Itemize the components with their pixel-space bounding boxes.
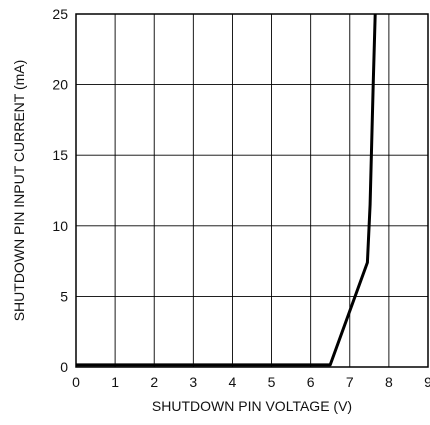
- series-group: [76, 13, 377, 367]
- x-tick-label: 2: [150, 374, 158, 390]
- y-axis-label: SHUTDOWN PIN INPUT CURRENT (mA): [11, 60, 27, 322]
- y-tick-label: 5: [60, 288, 68, 304]
- x-tick-label: 6: [307, 374, 315, 390]
- y-tick-label: 25: [52, 6, 68, 22]
- x-tick-label: 3: [189, 374, 197, 390]
- plot-frame: [75, 13, 429, 368]
- series-line: [76, 13, 377, 367]
- x-tick-label: 0: [72, 374, 80, 390]
- x-tick-label: 1: [111, 374, 119, 390]
- x-tick-label: 8: [385, 374, 393, 390]
- x-tick-label: 5: [268, 374, 276, 390]
- y-tick-label: 15: [52, 147, 68, 163]
- x-tick-label: 9: [424, 374, 430, 390]
- x-tick-label: 4: [229, 374, 237, 390]
- y-tick-label: 10: [52, 218, 68, 234]
- y-tick-label: 20: [52, 77, 68, 93]
- x-axis-label: SHUTDOWN PIN VOLTAGE (V): [152, 398, 352, 414]
- x-tick-label: 7: [346, 374, 354, 390]
- y-axis-ticks: 0 5 10 15 20 25: [52, 6, 68, 375]
- x-axis-ticks: 0 1 2 3 4 5 6 7 8 9: [72, 374, 430, 390]
- y-tick-label: 0: [60, 359, 68, 375]
